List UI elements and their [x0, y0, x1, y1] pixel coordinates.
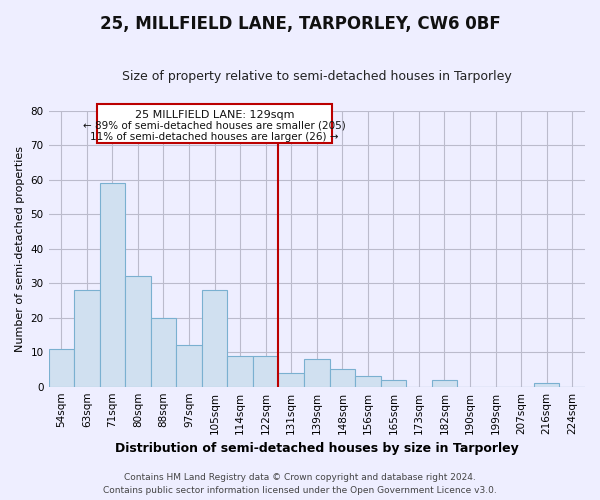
X-axis label: Distribution of semi-detached houses by size in Tarporley: Distribution of semi-detached houses by …	[115, 442, 518, 455]
Bar	[380, 380, 406, 386]
Bar	[151, 318, 176, 386]
Text: 25 MILLFIELD LANE: 129sqm: 25 MILLFIELD LANE: 129sqm	[135, 110, 295, 120]
Bar	[227, 356, 253, 386]
Bar	[74, 290, 100, 386]
Bar	[355, 376, 380, 386]
Bar	[278, 373, 304, 386]
Bar	[100, 183, 125, 386]
Bar	[534, 383, 559, 386]
Text: ← 89% of semi-detached houses are smaller (205): ← 89% of semi-detached houses are smalle…	[83, 121, 346, 131]
Y-axis label: Number of semi-detached properties: Number of semi-detached properties	[15, 146, 25, 352]
Bar	[176, 346, 202, 387]
Bar	[304, 359, 329, 386]
FancyBboxPatch shape	[97, 104, 332, 144]
Bar	[329, 370, 355, 386]
Bar	[125, 276, 151, 386]
Bar	[432, 380, 457, 386]
Text: Contains HM Land Registry data © Crown copyright and database right 2024.
Contai: Contains HM Land Registry data © Crown c…	[103, 473, 497, 495]
Bar	[49, 348, 74, 387]
Text: 11% of semi-detached houses are larger (26) →: 11% of semi-detached houses are larger (…	[91, 132, 339, 142]
Bar	[253, 356, 278, 386]
Bar	[202, 290, 227, 386]
Text: 25, MILLFIELD LANE, TARPORLEY, CW6 0BF: 25, MILLFIELD LANE, TARPORLEY, CW6 0BF	[100, 15, 500, 33]
Title: Size of property relative to semi-detached houses in Tarporley: Size of property relative to semi-detach…	[122, 70, 512, 83]
